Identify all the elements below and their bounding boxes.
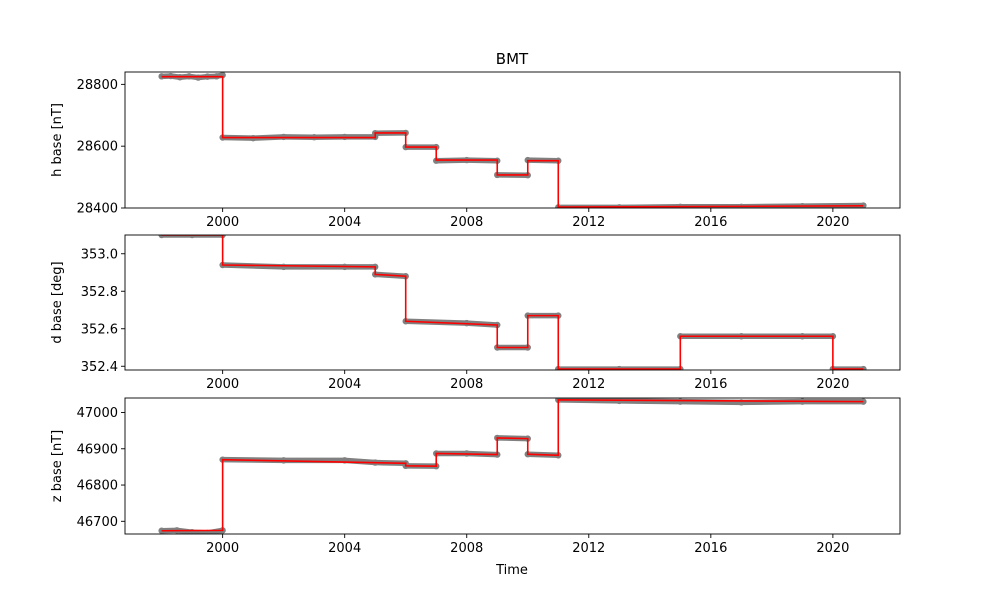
h-base-panel: 2000 2004 2008 2012 2016 2020 28400 28600 28800 h…: [50, 71, 901, 230]
d-base-y-tick-label: 352.6: [81, 322, 118, 337]
h-base-data: [158, 72, 867, 208]
z-base-x-tick-label: 2008: [450, 541, 483, 556]
z-base-panel: 2000 2004 2008 2012 2016 2020 46700 46800 46900 4…: [50, 397, 901, 556]
d-base-x-tick-label: 2004: [328, 377, 361, 392]
h-base-y-axis-label: h base [nT]: [50, 103, 65, 177]
d-base-x-tick-label: 2008: [450, 377, 483, 392]
z-base-y-tick-label: 46900: [77, 442, 118, 457]
h-base-y-tick-label: 28800: [77, 78, 118, 93]
z-base-x-tick-label: 2004: [328, 541, 361, 556]
h-base-x-tick-label: 2000: [206, 215, 239, 230]
h-base-line: [161, 75, 864, 208]
h-base-y-tick-label: 28600: [77, 140, 118, 155]
d-base-x-tick-label: 2000: [206, 377, 239, 392]
figure-title: BMT: [496, 50, 529, 68]
z-base-data: [158, 398, 867, 534]
h-base-x-tick-label: 2004: [328, 215, 361, 230]
d-base-y-tick-label: 352.4: [81, 360, 118, 375]
d-base-x-tick-label: 2012: [572, 377, 605, 392]
z-base-axes-frame: [124, 397, 901, 535]
z-base-x-tick-label: 2016: [694, 541, 727, 556]
h-base-x-tick-label: 2012: [572, 215, 605, 230]
d-base-x-tick-label: 2020: [816, 377, 849, 392]
z-base-y-tick-label: 46800: [77, 479, 118, 494]
z-base-x-tick-label: 2020: [816, 541, 849, 556]
d-base-panel: 2000 2004 2008 2012 2016 2020 352.4 352.6 352.8 3…: [50, 234, 901, 392]
d-base-y-tick-label: 352.8: [81, 285, 118, 300]
d-base-line: [161, 235, 864, 370]
h-base-axes-frame: [124, 71, 901, 209]
z-base-line: [161, 399, 864, 532]
d-base-y-tick-label: 353.0: [81, 247, 118, 262]
z-base-point-band: [677, 398, 745, 406]
h-base-x-tick-label: 2016: [694, 215, 727, 230]
d-base-data: [158, 235, 867, 370]
h-base-x-tick-label: 2008: [450, 215, 483, 230]
z-base-y-tick-label: 46700: [77, 515, 118, 530]
d-base-axes-frame: [124, 234, 901, 371]
z-base-x-tick-label: 2012: [572, 541, 605, 556]
h-base-y-tick-label: 28400: [77, 202, 118, 217]
x-axis-label: Time: [495, 563, 528, 578]
d-base-x-tick-label: 2016: [694, 377, 727, 392]
z-base-x-tick-label: 2000: [206, 541, 239, 556]
d-base-y-axis-label: d base [deg]: [50, 261, 65, 343]
h-base-x-tick-label: 2020: [816, 215, 849, 230]
z-base-y-tick-label: 47000: [77, 406, 118, 421]
z-base-y-axis-label: z base [nT]: [50, 430, 65, 502]
